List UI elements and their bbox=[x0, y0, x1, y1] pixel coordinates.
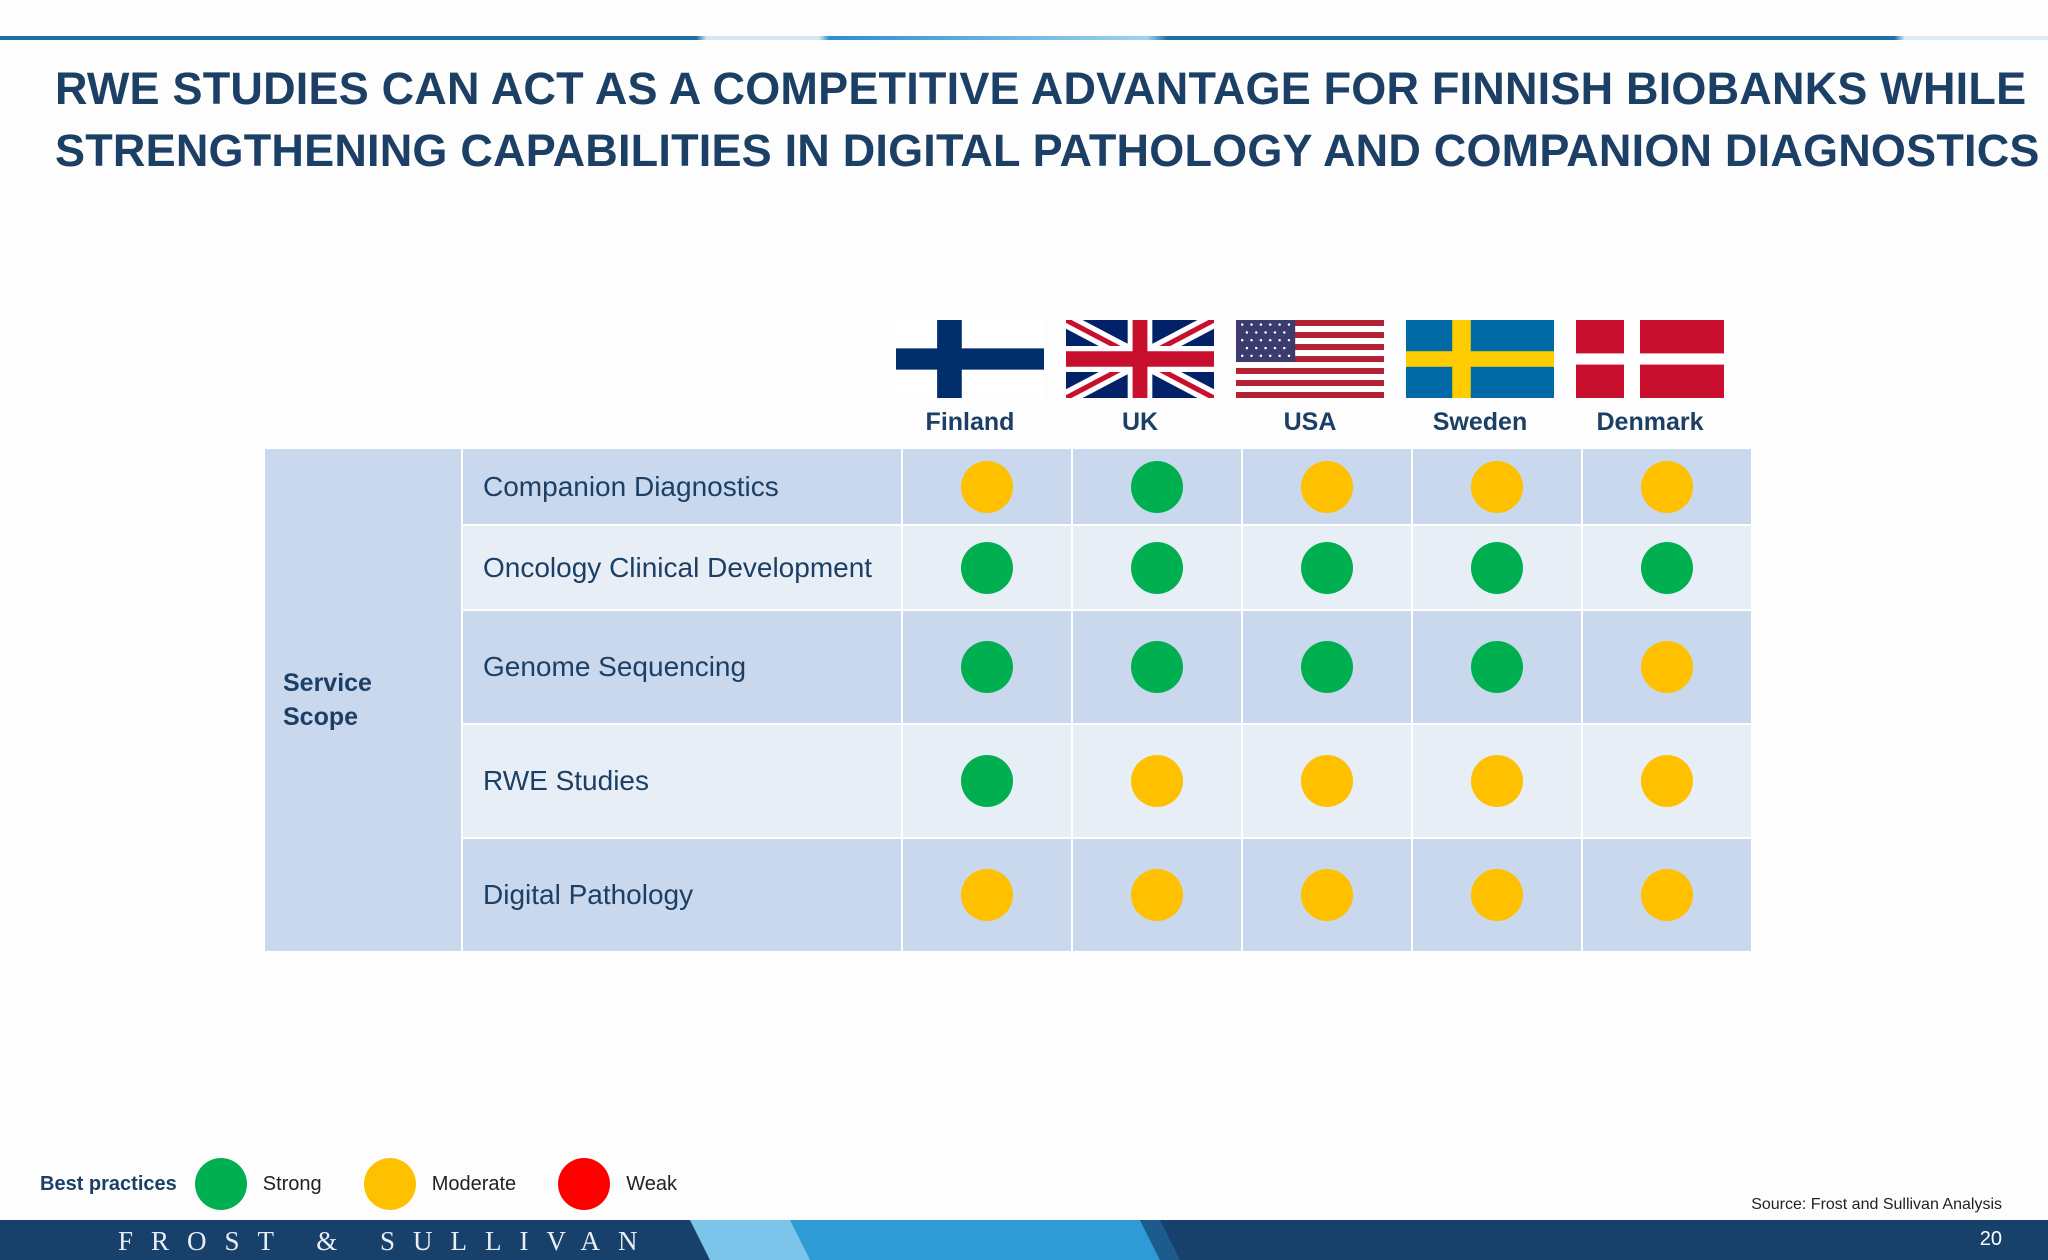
uk-flag-icon bbox=[1066, 320, 1214, 398]
usa-flag-icon bbox=[1236, 320, 1384, 398]
rating-dot bbox=[1131, 869, 1183, 921]
rating-dot bbox=[1131, 641, 1183, 693]
denmark-flag-icon bbox=[1576, 320, 1724, 398]
country-label-sweden: Sweden bbox=[1432, 408, 1528, 436]
rating-dot bbox=[1471, 869, 1523, 921]
page-number: 20 bbox=[1979, 1228, 2002, 1250]
row-label: Genome Sequencing bbox=[461, 609, 903, 725]
table-row: Service Scope Companion Diagnostics bbox=[263, 447, 1753, 953]
country-label-finland: Finland bbox=[925, 408, 1015, 436]
rating-dot bbox=[961, 755, 1013, 807]
rating-dot bbox=[961, 641, 1013, 693]
table-row: RWE Studies bbox=[264, 723, 1753, 839]
rating-dot bbox=[1641, 460, 1693, 513]
legend-label: Best practices bbox=[40, 1172, 177, 1195]
rating-dot bbox=[1301, 641, 1353, 693]
frost-sullivan-logo: FROST & SULLIVAN bbox=[118, 1226, 656, 1256]
table-row: Genome Sequencing bbox=[264, 609, 1753, 725]
capability-comparison-table: Service Scope Companion Diagnostics Onco… bbox=[263, 447, 1753, 953]
table-row: Digital Pathology bbox=[264, 837, 1753, 953]
sweden-flag-icon bbox=[1406, 320, 1554, 398]
rating-dot bbox=[1641, 541, 1693, 594]
rating-dot bbox=[1641, 869, 1693, 921]
rating-dot bbox=[1471, 541, 1523, 594]
country-label-uk: UK bbox=[1121, 408, 1159, 436]
row-label: RWE Studies bbox=[461, 723, 903, 839]
slide-title: RWE STUDIES CAN ACT AS A COMPETITIVE ADV… bbox=[55, 58, 2040, 182]
rating-dot bbox=[1131, 460, 1183, 513]
legend-weak-dot bbox=[558, 1158, 611, 1210]
rating-dot bbox=[1301, 460, 1353, 513]
row-label: Digital Pathology bbox=[461, 837, 903, 953]
source-note: Source: Frost and Sullivan Analysis bbox=[1751, 1196, 2002, 1213]
rating-dot bbox=[1301, 755, 1353, 807]
rating-dot bbox=[1471, 755, 1523, 807]
legend: Best practices Strong Moderate Weak bbox=[40, 1156, 719, 1212]
legend-strong-text: Strong bbox=[262, 1172, 322, 1195]
rating-dot bbox=[1301, 541, 1353, 594]
service-scope-label-line-1: Service bbox=[283, 669, 372, 697]
country-label-usa: USA bbox=[1283, 408, 1337, 436]
rating-dot bbox=[1641, 641, 1693, 693]
rating-dot bbox=[1641, 755, 1693, 807]
top-accent-line bbox=[0, 36, 2048, 40]
rating-dot bbox=[1471, 641, 1523, 693]
row-label: Oncology Clinical Development bbox=[461, 524, 903, 611]
service-scope-label-line-2: Scope bbox=[283, 703, 359, 731]
rating-dot bbox=[1131, 541, 1183, 594]
service-scope-cell: Service Scope bbox=[263, 447, 463, 953]
legend-moderate-text: Moderate bbox=[431, 1172, 517, 1195]
row-label: Companion Diagnostics bbox=[461, 447, 903, 526]
rating-dot bbox=[961, 869, 1013, 921]
rating-dot bbox=[1301, 869, 1353, 921]
footer-bar bbox=[0, 1220, 2048, 1260]
table-row: Oncology Clinical Development bbox=[264, 524, 1753, 611]
title-line-1: RWE STUDIES CAN ACT AS A COMPETITIVE ADV… bbox=[55, 63, 2027, 114]
finland-flag-icon bbox=[896, 320, 1044, 398]
legend-moderate-dot bbox=[363, 1158, 416, 1210]
rating-dot bbox=[1131, 755, 1183, 807]
rating-dot bbox=[961, 541, 1013, 594]
title-line-2: STRENGTHENING CAPABILITIES IN DIGITAL PA… bbox=[55, 125, 2040, 176]
legend-strong-dot bbox=[194, 1158, 247, 1210]
rating-dot bbox=[1471, 460, 1523, 513]
legend-weak-text: Weak bbox=[626, 1172, 677, 1195]
country-label-denmark: Denmark bbox=[1596, 408, 1704, 436]
rating-dot bbox=[961, 460, 1013, 513]
